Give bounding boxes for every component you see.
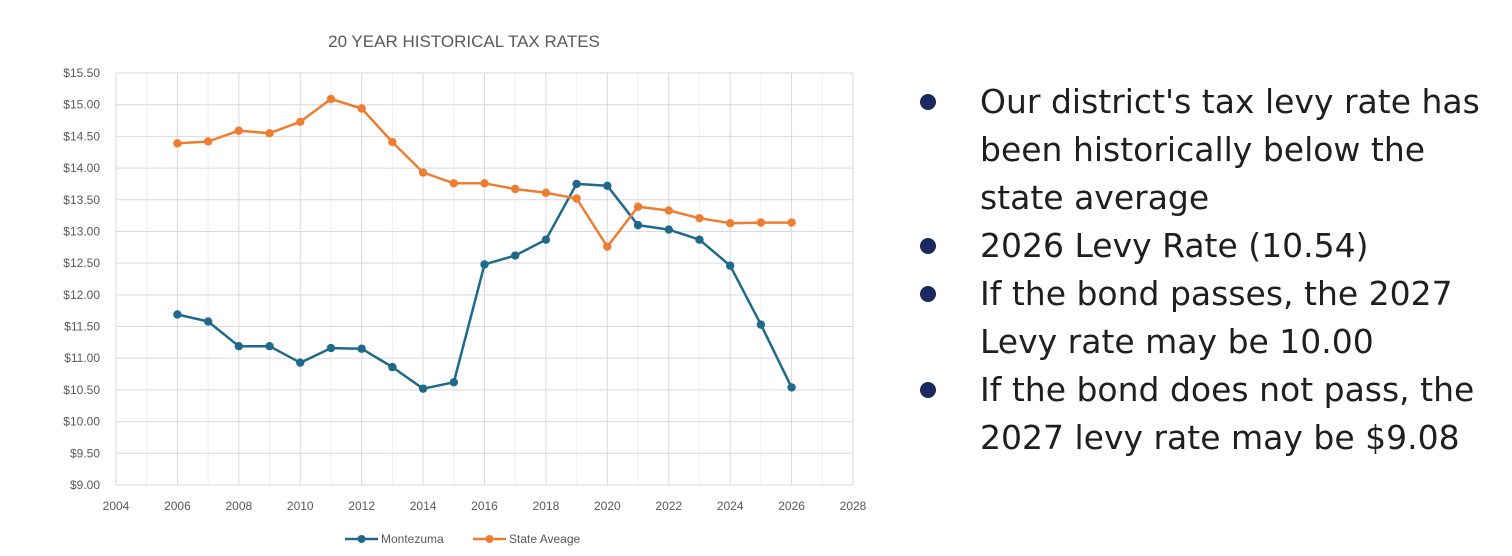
data-point — [633, 220, 643, 230]
y-tick-label: $13.50 — [63, 193, 100, 207]
data-point — [572, 194, 581, 203]
data-point — [633, 202, 643, 211]
data-point — [603, 181, 612, 191]
x-tick-label: 2028 — [840, 499, 867, 513]
legend: Montezuma State Aveage — [345, 532, 581, 546]
data-point — [695, 213, 704, 223]
data-point — [203, 317, 213, 326]
x-tick-label: 2004 — [103, 499, 130, 513]
legend-label: Montezuma — [381, 532, 444, 546]
bullet-item: If the bond does not pass, the 2027 levy… — [910, 366, 1500, 462]
legend-label: State Aveage — [509, 532, 581, 546]
legend-marker — [357, 535, 366, 543]
data-point — [357, 104, 366, 113]
data-point — [173, 139, 182, 148]
chart-canvas: 20 YEAR HISTORICAL TAX RATES $9.00$9.50$… — [63, 32, 867, 546]
data-point — [388, 362, 397, 372]
data-point — [388, 137, 397, 147]
legend-marker — [485, 535, 494, 543]
data-point — [234, 126, 244, 135]
data-point — [787, 383, 796, 392]
data-point — [265, 341, 274, 351]
bullet-text: If the bond passes, the 2027 Levy rate m… — [980, 274, 1453, 361]
grid — [115, 72, 854, 486]
bullet-list: Our district's tax levy rate has been hi… — [910, 78, 1500, 462]
data-point — [603, 242, 612, 251]
bullet-item: Our district's tax levy rate has been hi… — [910, 78, 1500, 222]
bullet-dot-icon — [920, 286, 936, 302]
bullet-text: If the bond does not pass, the 2027 levy… — [980, 370, 1475, 457]
y-tick-label: $12.00 — [63, 288, 100, 302]
data-point — [572, 179, 581, 189]
data-point — [326, 343, 336, 353]
data-point — [203, 137, 213, 146]
y-tick-label: $11.00 — [64, 351, 100, 365]
data-point — [725, 261, 735, 270]
data-point — [296, 117, 305, 127]
data-point — [695, 235, 704, 244]
bullet-item: 2026 Levy Rate (10.54) — [910, 222, 1500, 270]
data-point — [234, 341, 244, 351]
data-point — [511, 184, 520, 194]
y-tick-label: $9.00 — [70, 478, 100, 492]
bullet-dot-icon — [920, 94, 936, 110]
data-point — [541, 188, 551, 197]
data-point — [756, 320, 766, 329]
data-point — [418, 384, 428, 393]
y-tick-label: $14.50 — [63, 129, 100, 143]
y-tick-label: $15.00 — [63, 98, 100, 112]
data-point — [449, 179, 458, 188]
y-tick-label: $11.50 — [64, 320, 100, 334]
y-tick-label: $15.50 — [63, 66, 100, 80]
data-point — [725, 219, 735, 228]
x-tick-label: 2006 — [164, 499, 191, 513]
chart-title: 20 YEAR HISTORICAL TAX RATES — [328, 32, 600, 51]
series — [173, 94, 796, 393]
data-point — [480, 260, 489, 269]
data-point — [326, 94, 336, 104]
bullet-text: Our district's tax levy rate has been hi… — [980, 82, 1480, 217]
data-point — [756, 218, 766, 227]
data-point — [418, 168, 428, 177]
data-point — [357, 344, 366, 353]
data-point — [449, 378, 458, 387]
data-point — [541, 235, 551, 244]
data-point — [511, 251, 520, 260]
x-tick-label: 2022 — [655, 499, 682, 513]
tax-rate-chart: 20 YEAR HISTORICAL TAX RATES $9.00 $9.50 $… — [63, 32, 867, 546]
y-axis-ticks: $9.00 $9.50 $10.00 $10.50 $11.00 $11.50 $12.00… — [63, 66, 100, 492]
data-point — [265, 129, 274, 138]
y-tick-label: $13.00 — [63, 224, 100, 238]
y-tick-label: $10.00 — [63, 415, 100, 429]
data-point — [173, 310, 182, 319]
bullet-dot-icon — [920, 382, 936, 398]
data-point — [664, 225, 673, 234]
y-tick-label: $9.50 — [70, 446, 100, 460]
bullet-dot-icon — [920, 238, 936, 254]
y-tick-label: $14.00 — [63, 161, 100, 175]
x-tick-label: 2020 — [594, 499, 621, 513]
x-tick-label: 2024 — [717, 499, 744, 513]
x-tick-label: 2008 — [225, 499, 252, 513]
data-point — [296, 358, 305, 367]
x-tick-label: 2010 — [287, 499, 314, 513]
y-tick-label: $12.50 — [63, 256, 100, 270]
data-point — [787, 218, 796, 227]
data-point — [480, 179, 489, 188]
x-tick-label: 2026 — [778, 499, 805, 513]
x-axis-ticks: 2004 2006 2008 2010 2012 2014 2016 2018 2020 2022… — [103, 499, 867, 513]
x-tick-label: 2014 — [410, 499, 437, 513]
y-tick-label: $10.50 — [63, 383, 100, 397]
data-point — [664, 206, 673, 215]
x-tick-label: 2016 — [471, 499, 498, 513]
x-tick-label: 2012 — [348, 499, 375, 513]
bullet-text: 2026 Levy Rate (10.54) — [980, 226, 1369, 265]
bullet-item: If the bond passes, the 2027 Levy rate m… — [910, 270, 1500, 366]
x-tick-label: 2018 — [533, 499, 560, 513]
